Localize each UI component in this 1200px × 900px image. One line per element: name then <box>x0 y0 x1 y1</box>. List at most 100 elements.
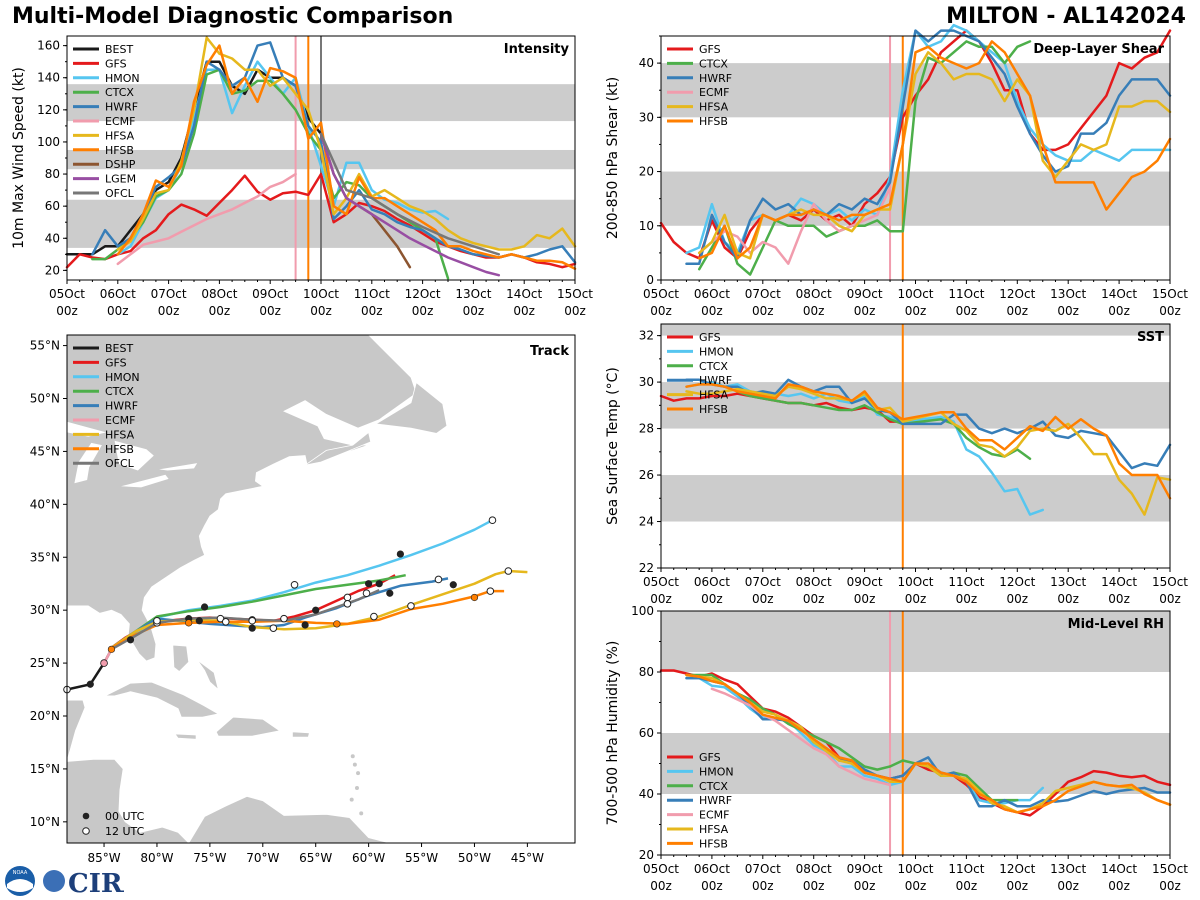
intensity-xtick-label: 11Oct <box>354 287 390 301</box>
sst-legend-label-hfsb: HFSB <box>699 403 728 416</box>
intensity-xtick-label: 10Oct <box>303 287 339 301</box>
sst-xtick-label: 05Oct <box>643 575 679 589</box>
shear-xtick-label: 14Oct <box>1101 287 1137 301</box>
track-marker-00z-hmon <box>396 550 404 558</box>
cuba-land <box>104 681 220 718</box>
shear-legend-label-hfsa: HFSA <box>699 101 729 114</box>
shear-xtick-label: 11Oct <box>948 287 984 301</box>
shear-xtick-label: 10Oct <box>897 287 933 301</box>
track-ytick-label: 30°N <box>30 603 60 617</box>
sst-xtick-label: 12Oct <box>999 575 1035 589</box>
shear-xtick-label: 06Oct <box>694 287 730 301</box>
intensity-series-hfsb <box>116 44 577 271</box>
intensity-xtick-label: 08Oct <box>201 287 237 301</box>
antilles-island <box>352 762 357 767</box>
intensity-xtick-label: 15Oct <box>557 287 593 301</box>
sst-ytick-label: 26 <box>639 468 654 482</box>
shear-xtick-sublabel: 00z <box>752 304 774 318</box>
shear-ylabel: 200-850 hPa Shear (kt) <box>605 77 621 239</box>
rh-legend-label-hmon: HMON <box>699 765 734 778</box>
sst-xtick-sublabel: 00z <box>803 592 825 606</box>
rh-series-hfsb <box>685 673 1172 814</box>
intensity-xtick-sublabel: 00z <box>513 304 535 318</box>
rh-xtick-sublabel: 00z <box>701 879 723 893</box>
track-legend-marker-00z <box>82 812 90 820</box>
rh-xtick-label: 14Oct <box>1101 862 1137 876</box>
shear-xtick-label: 13Oct <box>1050 287 1086 301</box>
sst-xtick-sublabel: 00z <box>1159 592 1181 606</box>
intensity-legend-label-ofcl: OFCL <box>105 187 135 200</box>
track-marker-12z-hmon <box>290 580 299 589</box>
track-panel: 85°W 80°W 75°W 70°W 65°W 60°W 55°W 50°W 45°W 10°N… <box>30 334 576 865</box>
shear-xtick-sublabel: 00z <box>1108 304 1130 318</box>
shear-xtick-sublabel: 00z <box>905 304 927 318</box>
track-marker-12z-hfsa <box>407 602 415 610</box>
track-marker-00z-gfs <box>312 606 320 614</box>
sst-plot-area <box>661 324 1170 568</box>
newfoundland-land <box>374 381 448 434</box>
intensity-xtick-sublabel: 00z <box>158 304 180 318</box>
shear-series-gfs <box>659 29 1172 260</box>
intensity-xtick-label: 09Oct <box>252 287 288 301</box>
noaa-logo-text: NOAA <box>13 870 28 876</box>
sst-ytick-label: 30 <box>639 375 654 389</box>
cira-logo: NOAA CIRA <box>5 866 124 898</box>
lake-huron <box>114 440 154 471</box>
track-legend-label-ctcx: CTCX <box>105 385 134 398</box>
shear-xtick-sublabel: 00z <box>1007 304 1029 318</box>
rh-xtick-label: 05Oct <box>643 862 679 876</box>
track-ytick-label: 55°N <box>30 339 60 353</box>
shear-xtick-sublabel: 00z <box>956 304 978 318</box>
shear-series-hfsb <box>697 40 1172 260</box>
antilles-island <box>349 797 354 802</box>
shear-xtick-label: 15Oct <box>1152 287 1188 301</box>
rh-xtick-sublabel: 00z <box>803 879 825 893</box>
sst-legend-label-hwrf: HWRF <box>699 374 732 387</box>
page-title: Multi-Model Diagnostic Comparison <box>12 4 454 29</box>
track-marker-00z-hfsa <box>195 617 203 625</box>
intensity-ytick-label: 140 <box>37 71 60 85</box>
rh-xtick-label: 15Oct <box>1152 862 1188 876</box>
shear-panel: 0 10 20 30 40 05Oct 00z 06Oct 00z 07Oct 00z 08Oct 00… <box>605 23 1188 318</box>
rh-xtick-label: 08Oct <box>796 862 832 876</box>
track-marker-12z-hwrf <box>362 589 371 598</box>
shear-xtick-label: 09Oct <box>847 287 883 301</box>
shear-xtick-sublabel: 00z <box>650 304 672 318</box>
sst-xtick-sublabel: 00z <box>854 592 876 606</box>
sst-ytick-label: 28 <box>639 422 654 436</box>
intensity-legend-label-dshp: DSHP <box>105 158 136 171</box>
rh-xtick-label: 12Oct <box>999 862 1035 876</box>
track-ytick-label: 45°N <box>30 444 60 458</box>
sst-xtick-sublabel: 00z <box>752 592 774 606</box>
shear-xtick-label: 08Oct <box>796 287 832 301</box>
track-legend-label-00z: 00 UTC <box>105 810 145 823</box>
hispaniola-land <box>215 716 281 737</box>
intensity-xtick-sublabel: 00z <box>56 304 78 318</box>
track-marker-12z-hwrf <box>434 575 443 584</box>
sst-xtick-label: 13Oct <box>1050 575 1086 589</box>
track-marker-12z-hfsa <box>269 624 278 632</box>
intensity-xtick-sublabel: 00z <box>310 304 332 318</box>
track-marker-00z-ecmf <box>100 659 108 667</box>
intensity-xtick-label: 06Oct <box>100 287 136 301</box>
sst-xtick-sublabel: 00z <box>701 592 723 606</box>
rh-xtick-label: 06Oct <box>694 862 730 876</box>
track-marker-12z-gfs <box>280 614 288 623</box>
track-legend-label-hfsa: HFSA <box>105 428 135 441</box>
intensity-legend-label-ctcx: CTCX <box>105 86 134 99</box>
shear-xtick-sublabel: 00z <box>1057 304 1079 318</box>
rh-legend-label-hwrf: HWRF <box>699 794 732 807</box>
rh-xtick-sublabel: 00z <box>1108 879 1130 893</box>
intensity-ytick-label: 40 <box>45 231 60 245</box>
puerto-rico-land <box>291 731 310 738</box>
nova-scotia-land <box>304 431 372 466</box>
shear-legend-label-hfsb: HFSB <box>699 115 728 128</box>
globe-icon <box>43 870 65 892</box>
track-legend-label-hfsb: HFSB <box>105 443 134 456</box>
rh-ylabel: 700-500 hPa Humidity (%) <box>605 641 621 826</box>
rh-series-hwrf <box>685 676 1172 808</box>
rh-xtick-sublabel: 00z <box>854 879 876 893</box>
intensity-panel-title: Intensity <box>504 42 570 57</box>
track-marker-00z-hfsb <box>107 645 116 653</box>
